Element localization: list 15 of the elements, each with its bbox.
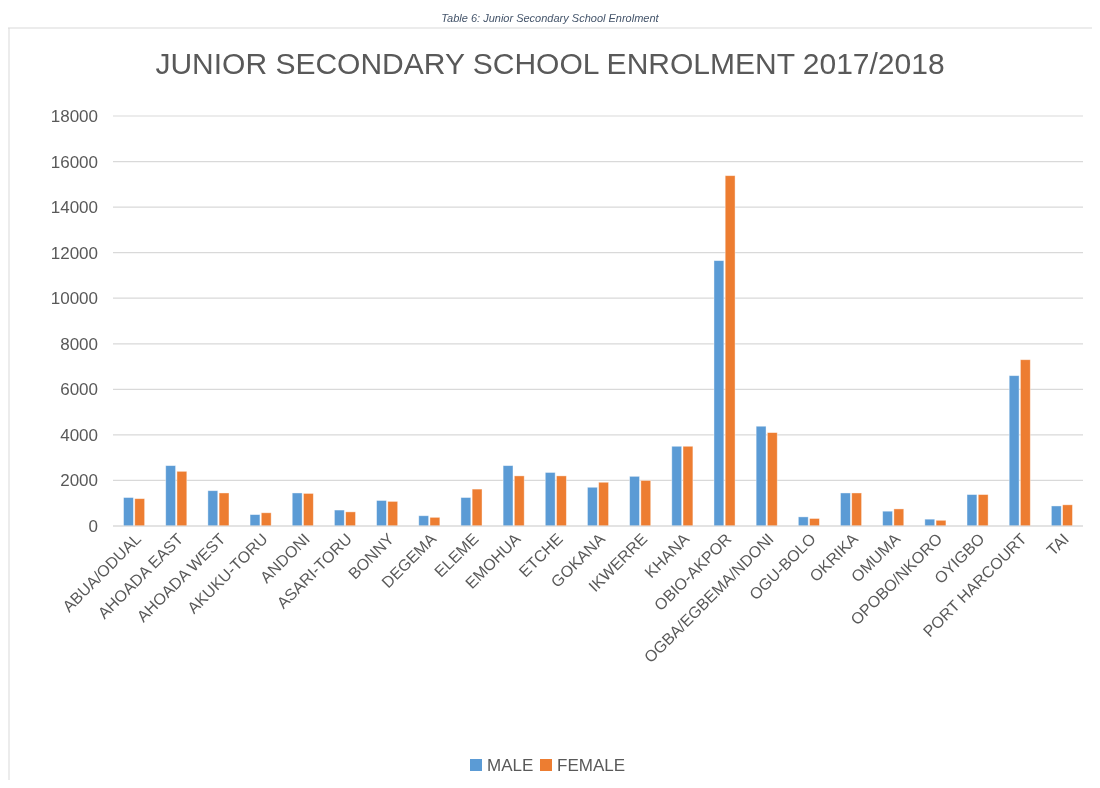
y-tick-label: 14000 xyxy=(50,198,98,218)
chart-title: JUNIOR SECONDARY SCHOOL ENROLMENT 2017/2018 xyxy=(155,47,945,80)
y-tick-label: 4000 xyxy=(60,425,98,445)
y-tick-label: 18000 xyxy=(50,106,98,126)
y-tick-label: 10000 xyxy=(50,289,98,309)
y-tick-label: 0 xyxy=(88,516,98,536)
legend-label: MALE xyxy=(487,755,534,775)
y-tick-label: 2000 xyxy=(60,471,98,491)
y-tick-label: 6000 xyxy=(60,380,98,400)
legend-label: FEMALE xyxy=(557,755,626,775)
caption: Table 6: Junior Secondary School Enrolment xyxy=(441,12,660,24)
y-tick-label: 16000 xyxy=(50,152,98,172)
y-tick-label: 8000 xyxy=(60,334,98,354)
y-tick-label: 12000 xyxy=(50,243,98,263)
x-tick-label: TAI xyxy=(1043,530,1073,559)
